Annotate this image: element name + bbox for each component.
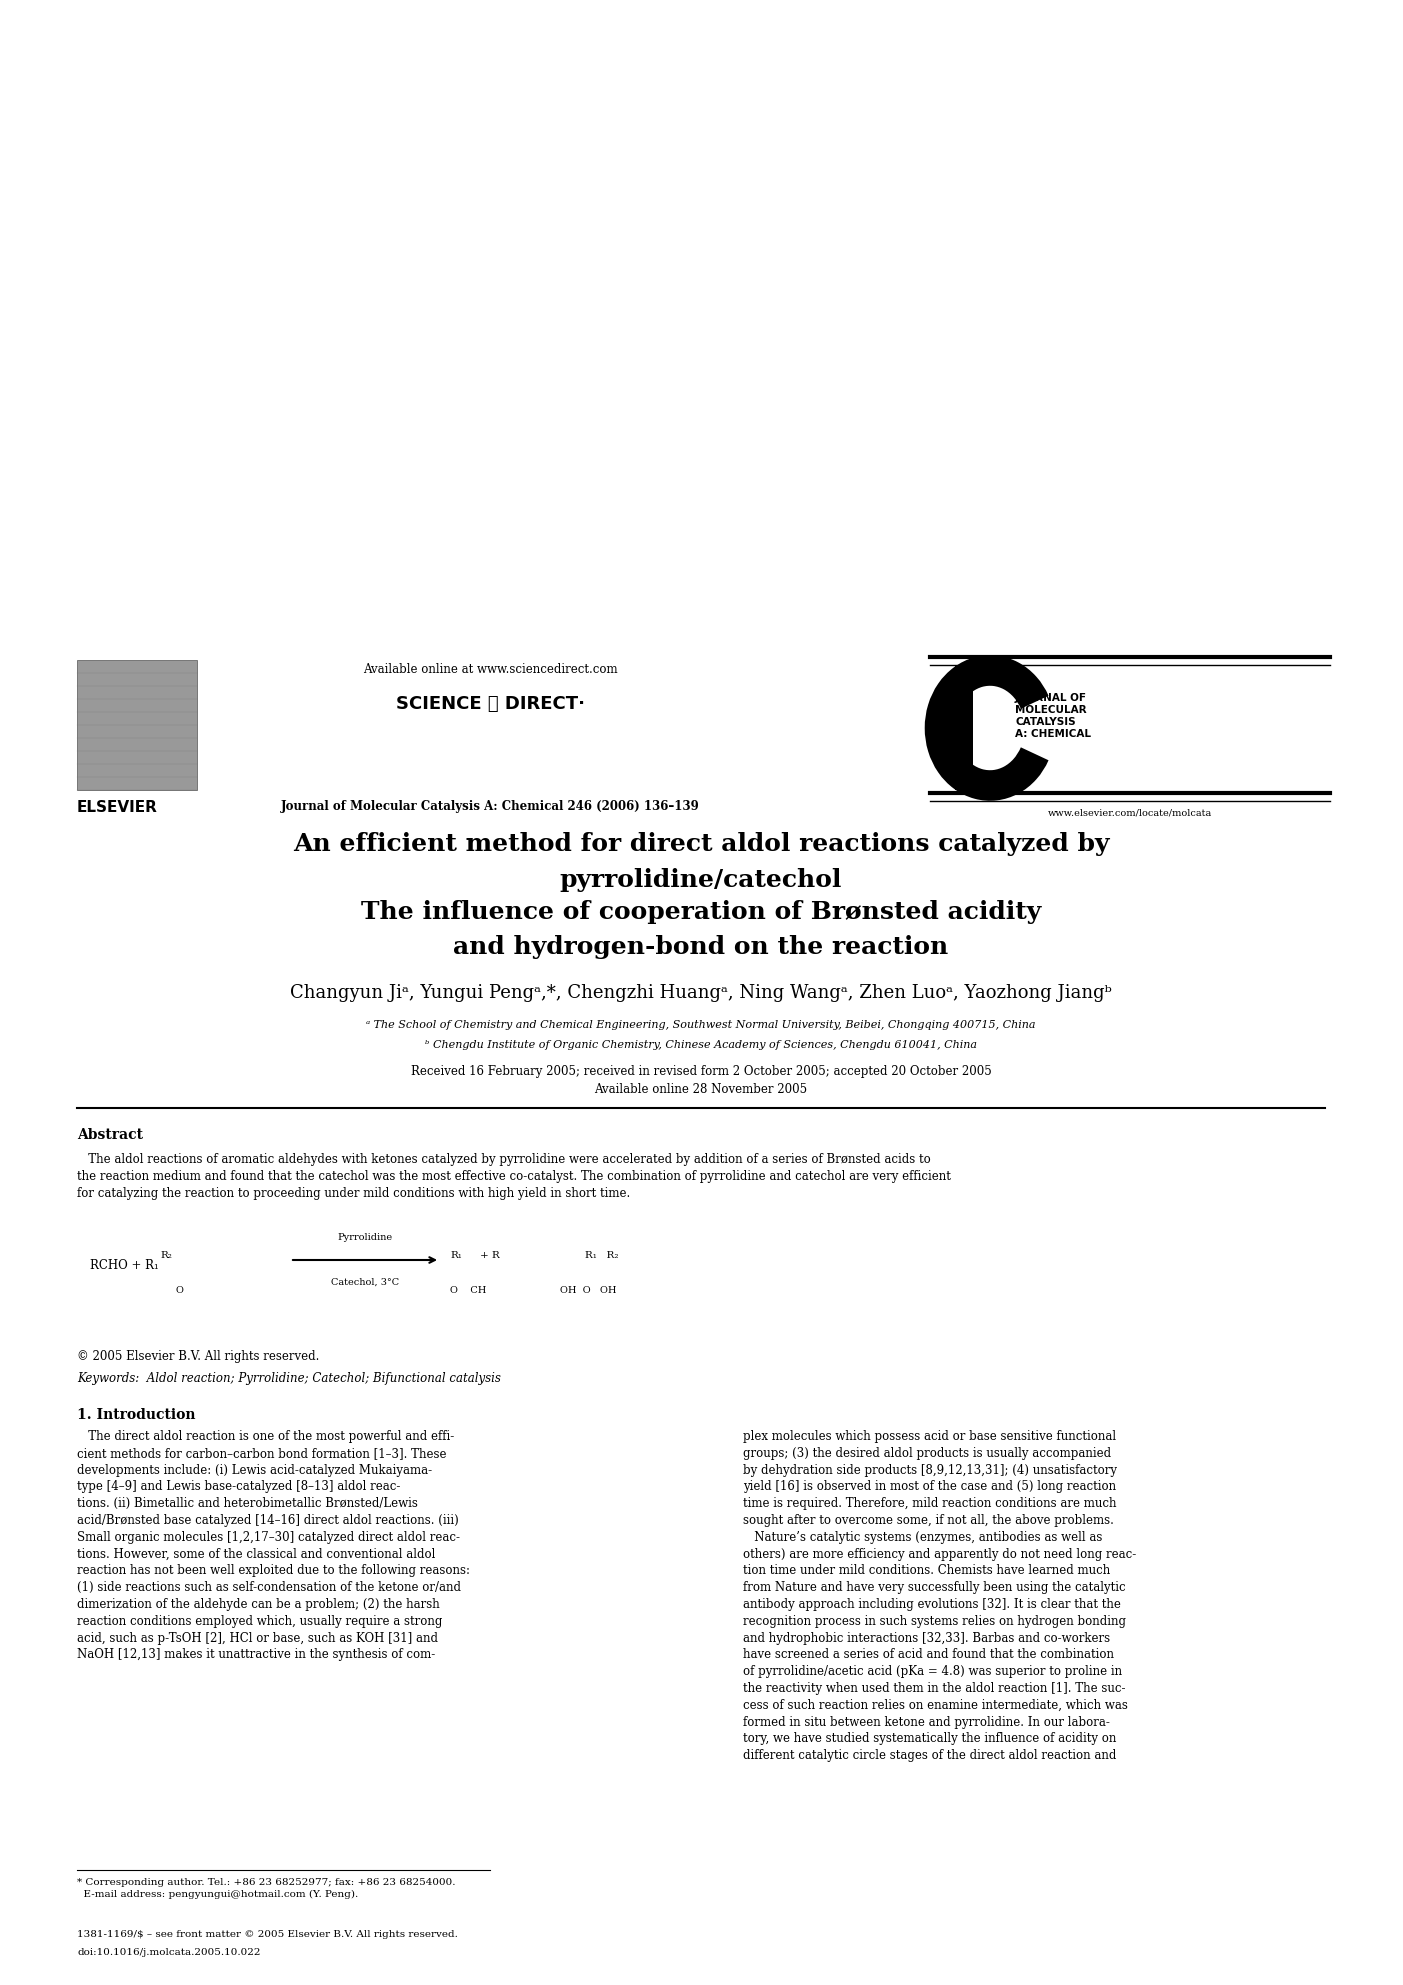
Text: Keywords:  Aldol reaction; Pyrrolidine; Catechol; Bifunctional catalysis: Keywords: Aldol reaction; Pyrrolidine; C… <box>77 1372 501 1386</box>
Text: RCHO + R₁: RCHO + R₁ <box>90 1258 159 1272</box>
Text: 1. Introduction: 1. Introduction <box>77 1407 195 1421</box>
Text: Received 16 February 2005; received in revised form 2 October 2005; accepted 20 : Received 16 February 2005; received in r… <box>411 1066 992 1078</box>
Text: Catechol, 3°C: Catechol, 3°C <box>331 1278 398 1286</box>
Text: ᵇ Chengdu Institute of Organic Chemistry, Chinese Academy of Sciences, Chengdu 6: ᵇ Chengdu Institute of Organic Chemistry… <box>425 1040 976 1050</box>
Text: An efficient method for direct aldol reactions catalyzed by: An efficient method for direct aldol rea… <box>293 832 1110 856</box>
Text: doi:10.1016/j.molcata.2005.10.022: doi:10.1016/j.molcata.2005.10.022 <box>77 1947 261 1957</box>
Text: R₁: R₁ <box>450 1251 462 1260</box>
Text: The direct aldol reaction is one of the most powerful and effi-
cient methods fo: The direct aldol reaction is one of the … <box>77 1429 470 1661</box>
Text: The aldol reactions of aromatic aldehydes with ketones catalyzed by pyrrolidine : The aldol reactions of aromatic aldehyde… <box>77 1153 951 1201</box>
Text: and hydrogen-bond on the reaction: and hydrogen-bond on the reaction <box>453 935 948 959</box>
Text: © 2005 Elsevier B.V. All rights reserved.: © 2005 Elsevier B.V. All rights reserved… <box>77 1350 320 1364</box>
Text: Pyrrolidine: Pyrrolidine <box>338 1233 393 1243</box>
Text: SCIENCE ⓓ DIRECT·: SCIENCE ⓓ DIRECT· <box>396 695 585 713</box>
Text: ᵃ The School of Chemistry and Chemical Engineering, Southwest Normal University,: ᵃ The School of Chemistry and Chemical E… <box>366 1020 1035 1030</box>
Text: Abstract: Abstract <box>77 1127 143 1141</box>
Text: Available online at www.sciencedirect.com: Available online at www.sciencedirect.co… <box>363 663 617 677</box>
Text: 1381-1169/$ – see front matter © 2005 Elsevier B.V. All rights reserved.: 1381-1169/$ – see front matter © 2005 El… <box>77 1929 457 1939</box>
Bar <box>955 665 974 790</box>
Text: OH  O   OH: OH O OH <box>560 1286 616 1294</box>
Text: Changyun Jiᵃ, Yungui Pengᵃ,*, Chengzhi Huangᵃ, Ning Wangᵃ, Zhen Luoᵃ, Yaozhong J: Changyun Jiᵃ, Yungui Pengᵃ,*, Chengzhi H… <box>290 985 1111 1002</box>
Text: Journal of Molecular Catalysis A: Chemical 246 (2006) 136–139: Journal of Molecular Catalysis A: Chemic… <box>281 800 699 814</box>
Text: Available online 28 November 2005: Available online 28 November 2005 <box>595 1084 808 1096</box>
Text: JOURNAL OF
MOLECULAR
CATALYSIS
A: CHEMICAL: JOURNAL OF MOLECULAR CATALYSIS A: CHEMIC… <box>1014 693 1092 738</box>
Text: + R: + R <box>480 1251 499 1260</box>
Text: ELSEVIER: ELSEVIER <box>77 800 159 816</box>
Text: pyrrolidine/catechol: pyrrolidine/catechol <box>560 867 842 891</box>
Text: www.elsevier.com/locate/molcata: www.elsevier.com/locate/molcata <box>1048 808 1212 818</box>
Text: R₂: R₂ <box>160 1251 173 1260</box>
Text: O: O <box>175 1286 182 1294</box>
Bar <box>930 669 1330 784</box>
Text: O    CH: O CH <box>450 1286 487 1294</box>
Text: plex molecules which possess acid or base sensitive functional
groups; (3) the d: plex molecules which possess acid or bas… <box>744 1429 1136 1763</box>
Text: The influence of cooperation of Brønsted acidity: The influence of cooperation of Brønsted… <box>361 899 1041 923</box>
Bar <box>77 659 196 790</box>
Text: R₁   R₂: R₁ R₂ <box>585 1251 619 1260</box>
Text: * Corresponding author. Tel.: +86 23 68252977; fax: +86 23 68254000.
  E-mail ad: * Corresponding author. Tel.: +86 23 682… <box>77 1878 456 1900</box>
